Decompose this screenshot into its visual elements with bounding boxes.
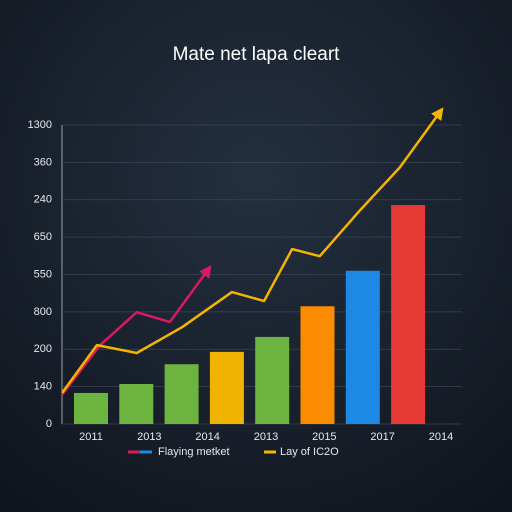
chart-title: Mate net lapa cleart [173, 44, 341, 65]
bar [209, 351, 244, 424]
legend-label: Lay of IC2O [280, 446, 339, 458]
bar [391, 204, 426, 424]
bar [74, 392, 108, 424]
x-tick-label: 2017 [370, 431, 394, 443]
y-tick-label: 0 [46, 418, 52, 430]
y-tick-label: 140 [34, 381, 52, 393]
y-tick-label: 1300 [28, 119, 52, 131]
bar [164, 364, 199, 424]
legend-label: Flaying metket [158, 446, 230, 458]
x-tick-label: 2015 [312, 431, 336, 443]
x-tick-label: 2014 [429, 431, 453, 443]
y-tick-label: 550 [34, 268, 52, 280]
y-tick-label: 360 [34, 156, 52, 168]
bar [345, 270, 380, 424]
bar [300, 306, 335, 424]
y-tick-label: 800 [34, 306, 52, 318]
x-tick-label: 2013 [137, 431, 161, 443]
x-tick-label: 2011 [79, 431, 103, 443]
bar [255, 336, 290, 424]
x-tick-label: 2013 [254, 431, 278, 443]
line-series [60, 107, 444, 394]
y-tick-label: 650 [34, 231, 52, 243]
x-tick-label: 2014 [195, 431, 219, 443]
bar [119, 384, 154, 424]
y-tick-label: 200 [34, 343, 52, 355]
y-tick-label: 240 [34, 194, 52, 206]
line-series [61, 264, 212, 396]
